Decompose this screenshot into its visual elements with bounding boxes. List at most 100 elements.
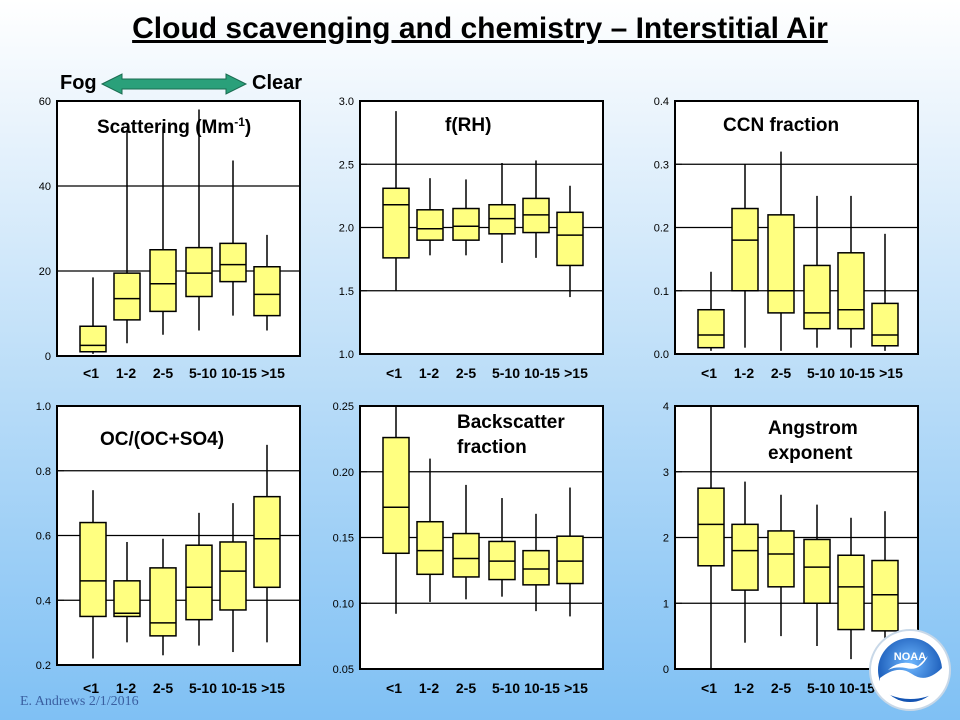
box bbox=[185, 544, 213, 621]
box bbox=[185, 246, 213, 298]
y-tick-label: 0.0 bbox=[654, 349, 669, 361]
y-tick-label: 1.0 bbox=[339, 349, 354, 361]
category-label: <1 bbox=[83, 680, 99, 696]
box bbox=[79, 325, 107, 353]
y-tick-label: 0.8 bbox=[36, 466, 51, 478]
y-tick-label: 1.5 bbox=[339, 286, 354, 298]
category-label: <1 bbox=[83, 365, 99, 381]
category-label: 5-10 bbox=[492, 365, 520, 381]
y-tick-label: 60 bbox=[39, 96, 51, 108]
category-label: 10-15 bbox=[524, 680, 560, 696]
category-label: <1 bbox=[386, 365, 402, 381]
category-label: >15 bbox=[879, 365, 903, 381]
chart-panel: 0.0 0.1 0.2 0.3 0.4 <1 1-2 2-5 5-10 10-15 >15 CCN f… bbox=[654, 96, 919, 381]
chart-title: f(RH) bbox=[445, 115, 491, 136]
category-label: 2-5 bbox=[456, 680, 476, 696]
y-tick-label: 0.1 bbox=[654, 286, 669, 298]
box bbox=[149, 249, 177, 313]
legend-fog-label: Fog bbox=[60, 72, 97, 94]
box bbox=[219, 541, 247, 611]
category-label: 2-5 bbox=[771, 365, 791, 381]
box bbox=[803, 264, 831, 330]
box bbox=[767, 530, 795, 588]
box bbox=[731, 523, 759, 591]
category-label: 1-2 bbox=[734, 680, 754, 696]
y-tick-label: 3 bbox=[663, 467, 669, 479]
y-tick-label: 0.05 bbox=[333, 664, 354, 676]
footer-text: E. Andrews 2/1/2016 bbox=[20, 694, 139, 709]
y-tick-label: 0 bbox=[663, 664, 669, 676]
chart-title: Scattering (Mm-1) bbox=[97, 115, 251, 138]
chart-title: fraction bbox=[457, 437, 527, 458]
box bbox=[452, 207, 480, 241]
category-label: <1 bbox=[701, 680, 717, 696]
category-label: 1-2 bbox=[419, 365, 439, 381]
category-label: <1 bbox=[386, 680, 402, 696]
box bbox=[416, 209, 444, 241]
category-label: 1-2 bbox=[116, 365, 136, 381]
y-tick-label: 0.6 bbox=[36, 531, 51, 543]
box bbox=[556, 535, 584, 585]
y-tick-label: 0.15 bbox=[333, 533, 354, 545]
chart-title: exponent bbox=[768, 443, 853, 464]
category-label: >15 bbox=[261, 365, 285, 381]
category-label: 10-15 bbox=[524, 365, 560, 381]
chart-title: OC/(OC+SO4) bbox=[100, 429, 224, 450]
y-tick-label: 2 bbox=[663, 533, 669, 545]
y-tick-label: 0.2 bbox=[36, 660, 51, 672]
box bbox=[697, 308, 725, 349]
chart-title: Angstrom bbox=[768, 418, 858, 439]
category-label: >15 bbox=[261, 680, 285, 696]
category-label: 1-2 bbox=[116, 680, 136, 696]
chart-title: Backscatter bbox=[457, 412, 565, 433]
noaa-logo-icon: NOAA bbox=[869, 629, 951, 711]
y-tick-label: 3.0 bbox=[339, 96, 354, 108]
chart-panel: 01234<11-22-55-1010-15>15Angstromexponen… bbox=[663, 401, 919, 696]
box bbox=[113, 580, 141, 618]
y-tick-label: 0.25 bbox=[333, 401, 354, 413]
category-label: 1-2 bbox=[419, 680, 439, 696]
y-tick-label: 4 bbox=[663, 401, 669, 413]
box bbox=[697, 487, 725, 567]
y-tick-label: 2.5 bbox=[339, 159, 354, 171]
category-label: 2-5 bbox=[153, 365, 173, 381]
y-tick-label: 0.3 bbox=[654, 159, 669, 171]
box bbox=[382, 436, 410, 555]
logo-text: NOAA bbox=[894, 651, 926, 663]
legend-clear-label: Clear bbox=[252, 72, 303, 94]
box bbox=[837, 252, 865, 330]
category-label: 10-15 bbox=[839, 365, 875, 381]
box bbox=[219, 242, 247, 283]
y-tick-label: 0.10 bbox=[333, 598, 354, 610]
y-tick-label: 0.2 bbox=[654, 223, 669, 235]
double-arrow-icon bbox=[100, 73, 248, 95]
slide-title: Cloud scavenging and chemistry – Interst… bbox=[132, 12, 828, 45]
category-label: <1 bbox=[701, 365, 717, 381]
box bbox=[79, 521, 107, 618]
chart-panel: 1.0 1.5 2.0 2.5 3.0 <1 1-2 2-5 5-10 10-15 >15 f(RH) bbox=[339, 96, 604, 381]
category-label: >15 bbox=[564, 680, 588, 696]
chart-title-superscript: -1 bbox=[234, 115, 245, 129]
y-tick-label: 0.4 bbox=[654, 96, 669, 108]
chart-title: CCN fraction bbox=[723, 115, 839, 136]
box bbox=[871, 559, 899, 632]
category-label: 10-15 bbox=[221, 680, 257, 696]
category-label: 1-2 bbox=[734, 365, 754, 381]
box bbox=[837, 554, 865, 631]
box bbox=[416, 520, 444, 576]
box bbox=[871, 302, 899, 347]
category-label: 5-10 bbox=[492, 680, 520, 696]
y-tick-label: 20 bbox=[39, 266, 51, 278]
chart-title-part: Scattering (Mm bbox=[97, 117, 234, 138]
box bbox=[731, 207, 759, 292]
category-label: 2-5 bbox=[771, 680, 791, 696]
y-tick-label: 1 bbox=[663, 598, 669, 610]
box bbox=[767, 214, 795, 314]
box bbox=[253, 495, 281, 589]
box bbox=[556, 211, 584, 267]
category-label: >15 bbox=[564, 365, 588, 381]
chart-panel: 0.2 0.4 0.6 0.8 1.0 <1 1-2 2-5 5-10 10-15 >15 OC/(O… bbox=[36, 401, 301, 696]
box bbox=[149, 567, 177, 637]
box bbox=[253, 266, 281, 317]
